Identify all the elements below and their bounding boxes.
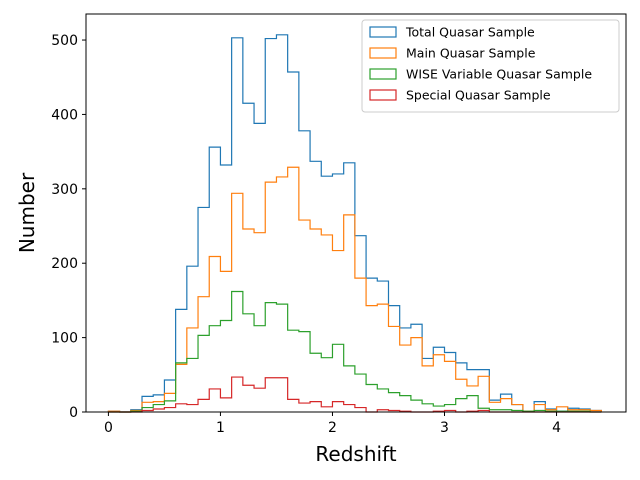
y-axis-label: Number bbox=[15, 172, 39, 253]
legend-label-4: Special Quasar Sample bbox=[406, 88, 551, 103]
legend-label-3: WISE Variable Quasar Sample bbox=[406, 67, 592, 82]
x-tick-label: 4 bbox=[552, 420, 561, 436]
axes-frame bbox=[85, 13, 627, 413]
legend-swatch-4 bbox=[369, 89, 397, 101]
y-tick-label: 300 bbox=[51, 182, 78, 198]
y-tick-label: 0 bbox=[69, 405, 78, 421]
x-tick-label: 0 bbox=[104, 420, 113, 436]
plot-area bbox=[107, 34, 602, 413]
legend-swatch-1 bbox=[369, 26, 397, 38]
series-line-4 bbox=[108, 376, 602, 413]
y-axis: 0 100 200 300 400 500 bbox=[51, 33, 86, 421]
series-line-2 bbox=[107, 166, 602, 413]
legend-box bbox=[361, 19, 620, 113]
y-tick-label: 400 bbox=[51, 107, 78, 123]
x-tick-label: 3 bbox=[440, 420, 449, 436]
y-tick-label: 100 bbox=[51, 331, 78, 347]
x-tick-label: 1 bbox=[216, 420, 225, 436]
y-tick-label: 500 bbox=[51, 33, 78, 49]
legend-label-1: Total Quasar Sample bbox=[405, 25, 535, 40]
x-axis-label: Redshift bbox=[315, 442, 396, 466]
x-tick-label: 2 bbox=[328, 420, 337, 436]
legend-swatch-3 bbox=[369, 68, 397, 80]
x-axis: 0 1 2 3 4 bbox=[104, 412, 561, 436]
legend-swatch-2 bbox=[369, 47, 397, 59]
legend-label-2: Main Quasar Sample bbox=[406, 46, 536, 61]
series-line-3 bbox=[108, 290, 602, 413]
y-tick-label: 200 bbox=[51, 256, 78, 272]
legend: Total Quasar Sample Main Quasar Sample WIS… bbox=[361, 19, 620, 113]
